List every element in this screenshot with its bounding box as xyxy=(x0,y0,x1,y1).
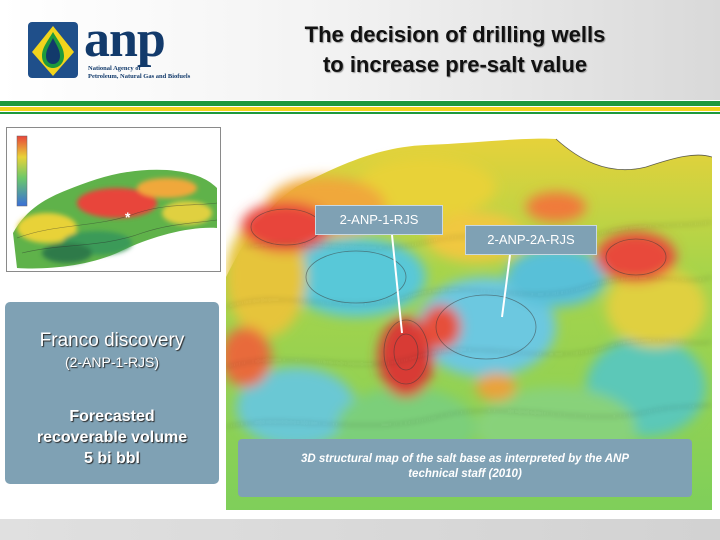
title-line: to increase pre-salt value xyxy=(322,52,588,77)
logo-subtitle-line: National Agency of xyxy=(88,65,141,72)
franco-discovery-panel: Franco discovery (2-ANP-1-RJS) Forecaste… xyxy=(5,302,219,484)
header: anp National Agency of Petroleum, Natura… xyxy=(0,0,720,100)
color-scale-bar xyxy=(16,135,28,207)
title-line: The decision of drilling wells xyxy=(304,22,606,47)
green-stripe xyxy=(0,101,720,106)
anp-emblem-icon xyxy=(28,22,78,78)
well-2-pointer xyxy=(501,254,511,318)
green-stripe-thin xyxy=(0,112,720,114)
regional-inset-map: * xyxy=(6,127,221,272)
panel-body-line: 5 bi bbl xyxy=(84,450,140,467)
well-1-pointer xyxy=(391,234,403,334)
panel-body-line: Forecasted xyxy=(69,408,155,425)
panel-body-line: recoverable volume xyxy=(36,429,188,446)
anp-logo: anp National Agency of Petroleum, Natura… xyxy=(26,14,206,88)
salt-base-3d-map: 2-ANP-1-RJS 2-ANP-2A-RJS 3D structural m… xyxy=(226,127,712,510)
page-title: The decision of drilling wells to increa… xyxy=(230,20,680,80)
recoverable-volume-text: Forecasted recoverable volume 5 bi bbl xyxy=(5,406,219,469)
panel-title: Franco discovery xyxy=(39,330,185,351)
inset-map-image: * xyxy=(7,128,220,271)
yellow-stripe xyxy=(0,107,720,111)
logo-subtitle-line: Petroleum, Natural Gas and Biofuels xyxy=(88,72,191,80)
caption-line: 3D structural map of the salt base as in… xyxy=(300,453,630,465)
logo-subtitle: National Agency of Petroleum, Natural Ga… xyxy=(88,65,198,80)
footer-bar xyxy=(0,519,720,540)
well-label-2-anp-1-rjs: 2-ANP-1-RJS xyxy=(315,205,443,235)
inset-marker: * xyxy=(125,209,131,225)
logo-wordmark: anp xyxy=(84,11,166,68)
caption-line: technical staff (2010) xyxy=(408,468,522,480)
well-label-2-anp-2a-rjs: 2-ANP-2A-RJS xyxy=(465,225,597,255)
panel-subtitle: (2-ANP-1-RJS) xyxy=(64,354,160,370)
map-caption: 3D structural map of the salt base as in… xyxy=(238,439,692,497)
